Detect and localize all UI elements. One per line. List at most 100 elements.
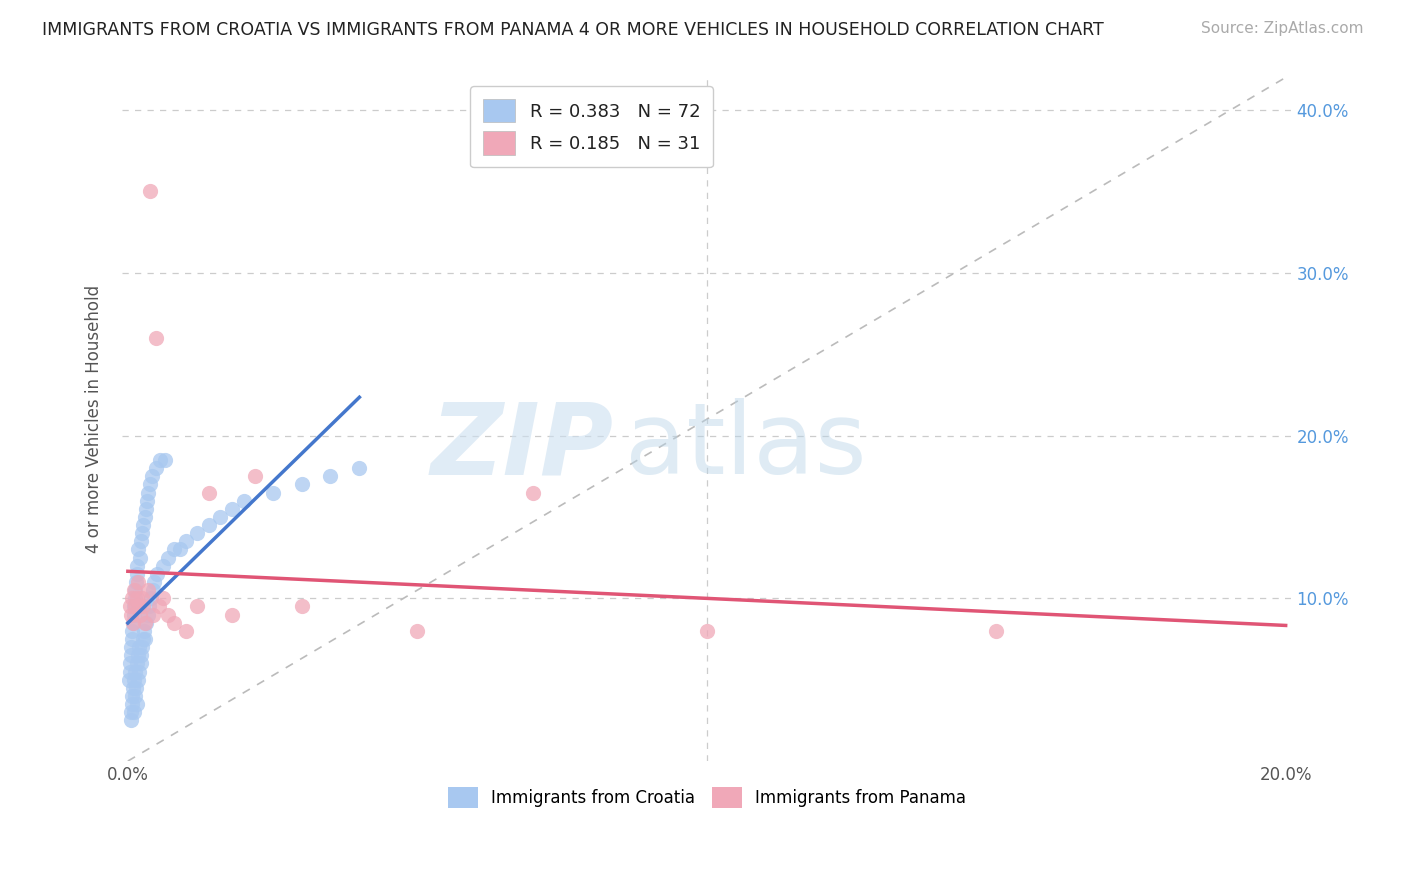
Point <box>118 673 141 687</box>
Point <box>125 574 148 589</box>
Point <box>124 599 146 614</box>
Point <box>125 566 148 581</box>
Point <box>122 681 145 695</box>
Point <box>134 510 156 524</box>
Point <box>696 624 718 638</box>
Legend: Immigrants from Croatia, Immigrants from Panama: Immigrants from Croatia, Immigrants from… <box>441 780 973 814</box>
Point <box>129 607 152 622</box>
Point <box>124 591 146 606</box>
Point <box>120 648 142 663</box>
Point <box>125 591 148 606</box>
Point <box>986 624 1008 638</box>
Point <box>262 485 284 500</box>
Point <box>127 673 149 687</box>
Point <box>135 615 157 630</box>
Point <box>143 574 166 589</box>
Point <box>120 607 142 622</box>
Y-axis label: 4 or more Vehicles in Household: 4 or more Vehicles in Household <box>86 285 103 553</box>
Point <box>198 518 221 533</box>
Point <box>129 657 152 671</box>
Point <box>128 599 150 614</box>
Point <box>121 697 143 711</box>
Point <box>186 599 208 614</box>
Point <box>125 681 148 695</box>
Point <box>138 599 160 614</box>
Text: Source: ZipAtlas.com: Source: ZipAtlas.com <box>1201 21 1364 36</box>
Point <box>139 591 162 606</box>
Point <box>136 493 159 508</box>
Point <box>127 648 149 663</box>
Point <box>120 714 142 728</box>
Point <box>349 461 371 475</box>
Point <box>145 461 167 475</box>
Point <box>132 632 155 646</box>
Point <box>522 485 544 500</box>
Point <box>121 591 143 606</box>
Point <box>149 453 172 467</box>
Point <box>124 665 146 679</box>
Point <box>139 185 162 199</box>
Point <box>128 665 150 679</box>
Point <box>131 526 153 541</box>
Point <box>134 615 156 630</box>
Point <box>319 469 342 483</box>
Point <box>121 632 143 646</box>
Point <box>152 558 174 573</box>
Point <box>221 607 243 622</box>
Text: ZIP: ZIP <box>430 398 613 495</box>
Point <box>127 542 149 557</box>
Point <box>406 624 429 638</box>
Point <box>132 624 155 638</box>
Point <box>118 665 141 679</box>
Point <box>120 657 142 671</box>
Point <box>120 640 142 654</box>
Point <box>125 657 148 671</box>
Point <box>136 607 159 622</box>
Point <box>232 493 254 508</box>
Point <box>127 574 149 589</box>
Point <box>132 599 155 614</box>
Point <box>127 697 149 711</box>
Point <box>245 469 267 483</box>
Point <box>145 331 167 345</box>
Point <box>163 615 186 630</box>
Point <box>148 599 170 614</box>
Point <box>174 534 197 549</box>
Point <box>127 558 149 573</box>
Point <box>122 673 145 687</box>
Point <box>209 510 232 524</box>
Point <box>122 615 145 630</box>
Point <box>121 689 143 703</box>
Point <box>174 624 197 638</box>
Point <box>136 485 159 500</box>
Point <box>132 518 155 533</box>
Point <box>134 632 156 646</box>
Point <box>136 583 159 598</box>
Point <box>157 607 180 622</box>
Point <box>221 501 243 516</box>
Point <box>129 648 152 663</box>
Text: atlas: atlas <box>624 398 866 495</box>
Point <box>290 599 312 614</box>
Point <box>157 550 180 565</box>
Point <box>129 550 152 565</box>
Point <box>131 640 153 654</box>
Point <box>139 477 162 491</box>
Point <box>163 542 186 557</box>
Point <box>122 705 145 719</box>
Point <box>146 566 169 581</box>
Point <box>129 534 152 549</box>
Point <box>198 485 221 500</box>
Point <box>128 640 150 654</box>
Point <box>122 615 145 630</box>
Point <box>120 705 142 719</box>
Text: IMMIGRANTS FROM CROATIA VS IMMIGRANTS FROM PANAMA 4 OR MORE VEHICLES IN HOUSEHOL: IMMIGRANTS FROM CROATIA VS IMMIGRANTS FR… <box>42 21 1104 38</box>
Point <box>135 501 157 516</box>
Point <box>142 583 165 598</box>
Point <box>155 453 177 467</box>
Point <box>290 477 312 491</box>
Point <box>152 591 174 606</box>
Point <box>141 469 163 483</box>
Point <box>122 607 145 622</box>
Point <box>118 599 141 614</box>
